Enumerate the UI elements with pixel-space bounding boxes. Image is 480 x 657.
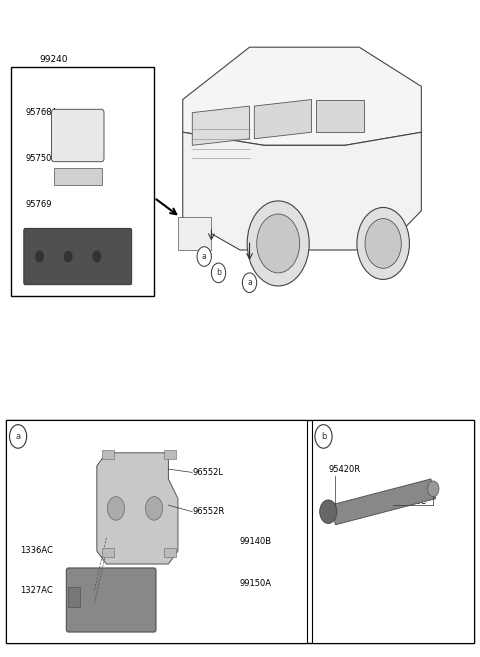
Circle shape <box>242 273 257 292</box>
Text: 99150A: 99150A <box>240 579 272 588</box>
Text: 81260B: 81260B <box>25 246 58 254</box>
Text: a: a <box>247 278 252 287</box>
Bar <box>102 449 114 459</box>
Text: 96552R: 96552R <box>192 507 225 516</box>
Circle shape <box>145 497 163 520</box>
Circle shape <box>36 251 43 261</box>
Circle shape <box>428 481 439 497</box>
FancyBboxPatch shape <box>24 229 132 284</box>
Bar <box>54 168 102 185</box>
Polygon shape <box>254 99 312 139</box>
Circle shape <box>365 219 401 268</box>
Text: 99240: 99240 <box>39 55 68 64</box>
Polygon shape <box>97 453 178 564</box>
Circle shape <box>357 208 409 279</box>
Text: 99140B: 99140B <box>240 537 272 545</box>
Bar <box>11 67 154 296</box>
Text: a: a <box>202 252 206 261</box>
Text: b: b <box>321 432 326 441</box>
Text: b: b <box>216 269 221 277</box>
Text: 96552L: 96552L <box>192 468 223 477</box>
FancyBboxPatch shape <box>66 568 156 632</box>
Circle shape <box>10 424 27 448</box>
Text: 1336AC: 1336AC <box>21 547 53 555</box>
Polygon shape <box>183 47 421 145</box>
Polygon shape <box>331 479 436 525</box>
Polygon shape <box>316 99 364 132</box>
Circle shape <box>64 251 72 261</box>
Text: 95768A: 95768A <box>25 108 58 117</box>
Text: 95420R: 95420R <box>328 464 360 474</box>
Text: 95769: 95769 <box>25 200 52 209</box>
Bar <box>312 420 474 643</box>
Circle shape <box>320 500 337 524</box>
Circle shape <box>197 247 211 266</box>
Circle shape <box>211 263 226 283</box>
Text: a: a <box>15 432 21 441</box>
Bar <box>68 587 80 606</box>
Circle shape <box>257 214 300 273</box>
Text: 1327AC: 1327AC <box>21 585 53 595</box>
Circle shape <box>315 424 332 448</box>
Bar <box>102 548 114 558</box>
Circle shape <box>247 201 309 286</box>
Text: 95750L: 95750L <box>25 154 56 163</box>
Bar <box>178 217 211 250</box>
Bar <box>6 420 474 643</box>
Bar <box>6 420 307 643</box>
Bar <box>164 449 176 459</box>
Text: 1339CC: 1339CC <box>393 497 426 507</box>
Bar <box>164 548 176 558</box>
Polygon shape <box>192 106 250 145</box>
Circle shape <box>108 497 124 520</box>
Polygon shape <box>183 132 421 250</box>
Circle shape <box>93 251 101 261</box>
FancyBboxPatch shape <box>51 109 104 162</box>
